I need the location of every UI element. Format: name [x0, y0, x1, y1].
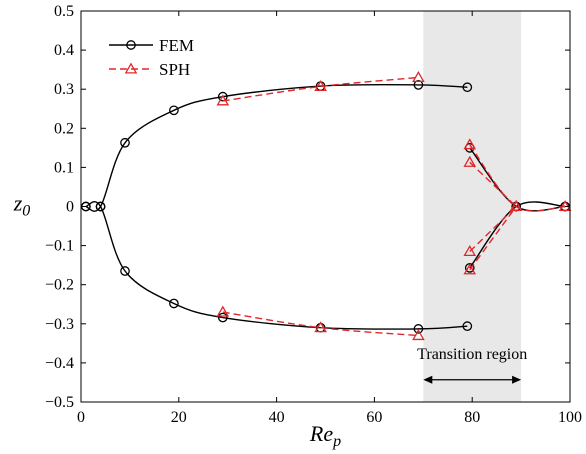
sph-line [222, 311, 419, 337]
sph-point [558, 199, 572, 212]
x-axis-label-sub: p [332, 433, 341, 450]
y-axis-label-main: z [13, 191, 23, 216]
y-tick-label: 0.3 [54, 81, 74, 98]
fem-point [169, 105, 179, 116]
fem-point [413, 80, 424, 90]
transition-region-label: Transition region [417, 346, 527, 363]
legend-item-sph: SPH [109, 60, 190, 79]
sph-point [314, 79, 327, 92]
transition-arrow-left-head [423, 375, 433, 384]
y-tick-label: −0.4 [45, 355, 74, 372]
y-tick-label: −0.3 [45, 316, 74, 333]
legend-label-fem: FEM [159, 36, 194, 55]
sph-point [216, 94, 230, 106]
ticks-layer: 0 20 40 60 80 100 −0.5 −0.4 −0.3 −0.2 −0.1 0 0.1 0.2 0… [45, 3, 582, 426]
legend-marker-sph [124, 62, 138, 74]
x-tick-label: 80 [464, 409, 480, 426]
x-tick-label: 0 [77, 409, 85, 426]
y-tick-label: 0 [66, 199, 74, 216]
x-axis-label-main: Re [309, 421, 333, 446]
y-tick-label: 0.1 [54, 159, 74, 176]
fem-point [120, 137, 130, 148]
legend: FEM SPH [109, 36, 194, 79]
legend-marker-fem [126, 40, 136, 50]
sph-line [222, 76, 419, 102]
x-tick-label: 20 [171, 409, 187, 426]
sph-point [412, 329, 425, 341]
transition-region-shade [423, 11, 522, 402]
legend-item-fem: FEM [109, 36, 194, 55]
y-tick-label: 0.2 [54, 120, 74, 137]
sph-point [314, 321, 327, 333]
series-layer [81, 70, 572, 341]
series-sph [216, 70, 572, 341]
transition-arrow-right-head [512, 375, 522, 384]
y-tick-label: −0.5 [45, 394, 74, 411]
transition-annotation: Transition region [417, 346, 527, 384]
fem-point [217, 312, 228, 323]
x-tick-label: 40 [269, 409, 285, 426]
y-tick-label: 0.4 [54, 42, 74, 59]
fem-point [462, 82, 473, 93]
sph-point [509, 199, 523, 212]
sph-line [469, 206, 517, 271]
sph-point [463, 155, 477, 167]
legend-label-sph: SPH [159, 60, 190, 79]
fem-point [413, 324, 424, 334]
y-tick-label: 0.5 [54, 3, 74, 20]
fem-point [169, 298, 179, 309]
y-tick-label: −0.2 [45, 277, 74, 294]
fem-point [95, 201, 106, 212]
y-axis-label: z0 [13, 191, 31, 220]
sph-point [412, 70, 425, 83]
sph-point [463, 138, 477, 150]
fem-line [85, 83, 468, 212]
x-axis-label: Rep [309, 421, 341, 450]
x-tick-label: 100 [558, 409, 582, 426]
y-tick-label: −0.1 [45, 238, 74, 255]
y-axis-label-sub: 0 [22, 203, 30, 220]
x-tick-label: 60 [366, 409, 382, 426]
sph-point [463, 244, 477, 257]
sph-point [216, 305, 230, 317]
fem-line [85, 201, 468, 330]
fem-point [120, 266, 130, 276]
sph-point [463, 263, 477, 275]
fem-point [462, 321, 473, 331]
